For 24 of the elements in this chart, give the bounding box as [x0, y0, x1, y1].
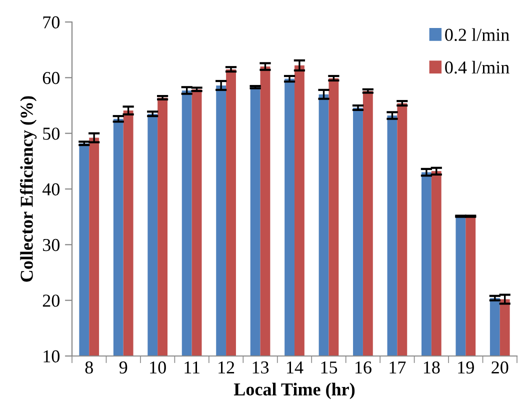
x-tick-label: 16	[356, 361, 372, 374]
x-axis-title: Local Time (hr)	[234, 382, 355, 400]
legend-label: 0.4 l/min	[445, 60, 510, 74]
y-axis-title: Collector Efficiency (%)	[20, 96, 37, 282]
y-tick-label: 50	[43, 128, 60, 140]
x-tick-label: 20	[492, 361, 508, 374]
y-tick-label: 10	[44, 350, 60, 362]
x-tick-label: 13	[252, 361, 269, 374]
y-tick-label: 70	[43, 16, 60, 28]
x-tick-label: 10	[150, 361, 166, 374]
y-tick-label: 20	[42, 294, 60, 307]
x-tick-label: 11	[184, 361, 200, 374]
x-tick-label: 8	[85, 361, 93, 374]
x-tick-label: 17	[390, 361, 406, 374]
y-tick-label: 40	[42, 183, 60, 196]
x-tick-label: 18	[424, 361, 440, 374]
x-tick-label: 14	[287, 361, 304, 374]
y-tick-label: 60	[42, 72, 60, 84]
x-tick-label: 12	[218, 361, 234, 374]
x-tick-label: 19	[458, 361, 474, 374]
x-tick-label: 9	[119, 361, 128, 374]
x-tick-label: 15	[321, 361, 338, 374]
y-tick-label: 30	[43, 238, 60, 252]
legend-label: 0.2 l/min	[445, 28, 510, 42]
